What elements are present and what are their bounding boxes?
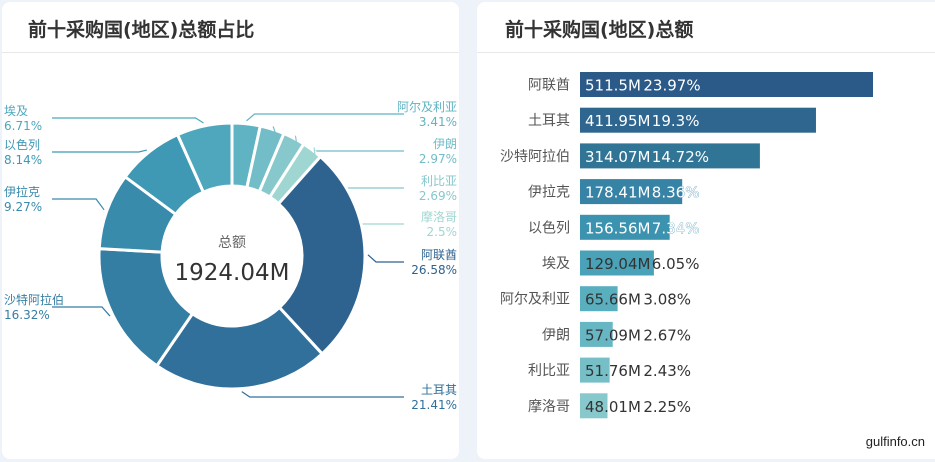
donut-slice xyxy=(154,305,325,391)
bar-percent-label: 6.05% xyxy=(652,255,700,273)
bar xyxy=(580,321,613,347)
slice-name-label: 阿尔及利亚 xyxy=(397,99,457,114)
leader-line xyxy=(241,391,404,398)
watermark: gulfinfo.cn xyxy=(865,434,925,449)
bar-category-label: 摩洛哥 xyxy=(528,398,570,415)
slice-name-label: 埃及 xyxy=(4,104,28,118)
bar-value-label: 178.41M xyxy=(585,184,650,202)
bar-category-label: 以色列 xyxy=(528,219,570,236)
bar xyxy=(580,179,683,205)
slice-percent-label: 8.14% xyxy=(4,153,42,167)
slice-name-label: 利比亚 xyxy=(421,174,457,188)
bar xyxy=(580,214,670,240)
bar-percent-label: 2.25% xyxy=(643,398,691,416)
leader-line xyxy=(367,254,404,263)
slice-percent-label: 9.27% xyxy=(4,200,42,214)
bar-percent-label: 2.43% xyxy=(643,362,691,380)
bar xyxy=(580,143,760,169)
bar xyxy=(580,107,816,133)
bar-value-label: 511.5M xyxy=(585,77,641,95)
bar-value-label: 57.09M xyxy=(585,326,641,344)
bar-value-label: 411.95M xyxy=(585,112,650,130)
bar-category-label: 土耳其 xyxy=(528,113,570,129)
bar xyxy=(580,250,654,276)
bar-value-label: 156.56M xyxy=(585,219,650,237)
slice-percent-label: 6.71% xyxy=(4,119,42,133)
bar-percent-label: 23.97% xyxy=(643,77,700,95)
leader-line xyxy=(52,306,111,317)
bar xyxy=(580,72,873,97)
donut-slice xyxy=(175,121,234,195)
bar-value-label: 51.76M xyxy=(585,362,641,380)
bar xyxy=(580,286,618,312)
bar-panel: 前十采购国(地区)总额 阿联酋 511.5M 23.97% 土耳其 411.95M 19.… xyxy=(477,2,935,459)
bar-category-label: 伊朗 xyxy=(542,327,570,343)
bar-percent-label: 7.34% xyxy=(652,219,700,237)
slice-name-label: 以色列 xyxy=(4,138,40,152)
bar xyxy=(580,393,608,419)
center-value: 1924.04M xyxy=(175,260,290,286)
donut-panel: 前十采购国(地区)总额占比 阿尔及利亚 3.41% 伊朗 2.97% 利比亚 2.69% 摩… xyxy=(2,2,459,459)
bar-percent-label: 3.08% xyxy=(643,291,691,309)
leader-line xyxy=(246,113,404,122)
bar-category-label: 阿尔及利亚 xyxy=(500,292,570,308)
slice-name-label: 沙特阿拉伯 xyxy=(4,292,64,307)
slice-name-label: 摩洛哥 xyxy=(421,209,457,224)
bar-value-label: 314.07M xyxy=(585,148,650,166)
leader-line xyxy=(52,117,204,124)
slice-percent-label: 2.5% xyxy=(427,225,458,239)
slice-name-label: 土耳其 xyxy=(421,383,457,397)
bar-category-label: 沙特阿拉伯 xyxy=(500,149,570,165)
bar-percent-label: 19.3% xyxy=(652,112,700,130)
bar-category-label: 阿联酋 xyxy=(528,77,570,94)
slice-percent-label: 2.69% xyxy=(419,189,457,203)
leader-line xyxy=(52,149,147,153)
bar-percent-label: 8.36% xyxy=(652,184,700,202)
title-divider xyxy=(2,52,459,53)
bar-category-label: 利比亚 xyxy=(528,363,570,379)
slice-percent-label: 2.97% xyxy=(419,152,457,166)
slice-percent-label: 26.58% xyxy=(411,263,457,277)
bar-percent-label: 2.67% xyxy=(643,326,691,344)
slice-name-label: 伊拉克 xyxy=(4,184,40,199)
bar-chart: 阿联酋 511.5M 23.97% 土耳其 411.95M 19.3% 沙特阿拉伯 314.0… xyxy=(500,72,873,419)
bar xyxy=(580,357,610,383)
bar-value-label: 48.01M xyxy=(585,398,641,416)
slice-name-label: 阿联酋 xyxy=(421,247,457,262)
slice-percent-label: 21.41% xyxy=(411,398,457,412)
leader-line xyxy=(52,198,105,211)
bar-category-label: 埃及 xyxy=(542,256,570,272)
title-divider xyxy=(477,52,935,53)
donut-slice xyxy=(276,154,367,356)
center-label: 总额 xyxy=(218,235,246,251)
slice-name-label: 伊朗 xyxy=(433,137,457,151)
slice-percent-label: 3.41% xyxy=(419,115,457,129)
bar-category-label: 伊拉克 xyxy=(528,185,570,201)
donut-panel-title: 前十采购国(地区)总额占比 xyxy=(28,19,255,41)
slice-percent-label: 16.32% xyxy=(4,308,50,322)
bar-value-label: 129.04M xyxy=(585,255,650,273)
bar-value-label: 65.66M xyxy=(585,291,641,309)
bar-percent-label: 14.72% xyxy=(652,148,709,166)
bar-panel-title: 前十采购国(地区)总额 xyxy=(505,19,694,41)
